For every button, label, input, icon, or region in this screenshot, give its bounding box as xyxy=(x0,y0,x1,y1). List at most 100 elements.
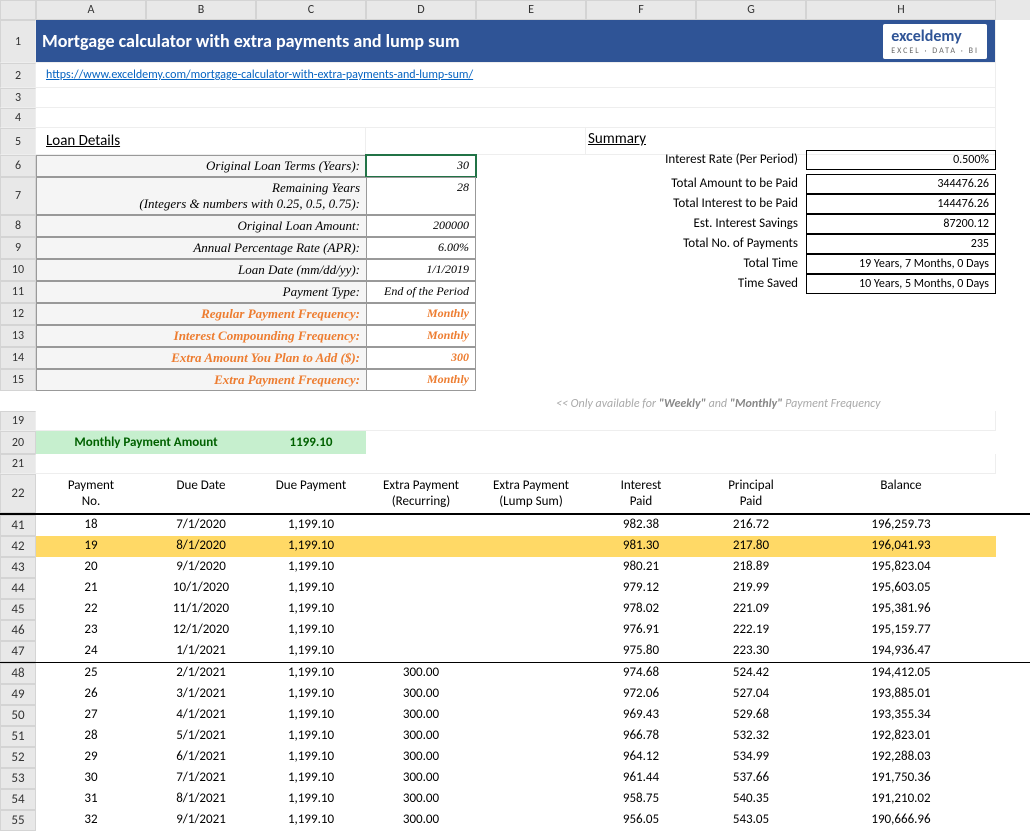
cell[interactable]: 976.91 xyxy=(586,620,696,641)
row-header[interactable]: 20 xyxy=(0,431,36,454)
cell[interactable]: 5/1/2021 xyxy=(146,726,256,747)
cell[interactable]: 24 xyxy=(36,641,146,662)
cell[interactable]: 9/1/2020 xyxy=(146,557,256,578)
cell[interactable] xyxy=(476,620,586,641)
cell[interactable]: 221.09 xyxy=(696,599,806,620)
cell[interactable] xyxy=(476,684,586,705)
cell[interactable] xyxy=(366,536,476,557)
cell[interactable] xyxy=(476,641,586,662)
cell[interactable]: 961.44 xyxy=(586,768,696,789)
cell[interactable]: 28 xyxy=(36,726,146,747)
cell[interactable]: 21 xyxy=(36,578,146,599)
cell[interactable]: 1,199.10 xyxy=(256,810,366,831)
row-header[interactable]: 43 xyxy=(0,557,36,578)
row-header[interactable]: 4 xyxy=(0,108,36,128)
loan-detail-value[interactable]: 200000 xyxy=(366,215,476,237)
cell[interactable]: 543.05 xyxy=(696,810,806,831)
row-header[interactable]: 45 xyxy=(0,599,36,620)
row-header[interactable]: 44 xyxy=(0,578,36,599)
loan-detail-value[interactable]: 1/1/2019 xyxy=(366,259,476,281)
cell[interactable]: 195,381.96 xyxy=(806,599,996,620)
cell[interactable] xyxy=(476,515,586,536)
row-header[interactable]: 21 xyxy=(0,454,36,474)
cell[interactable]: 1,199.10 xyxy=(256,684,366,705)
cell[interactable]: 980.21 xyxy=(586,557,696,578)
cell[interactable]: 31 xyxy=(36,789,146,810)
cell[interactable]: 3/1/2021 xyxy=(146,684,256,705)
cell[interactable] xyxy=(476,578,586,599)
schedule-row[interactable]: 42198/1/20201,199.10981.30217.80196,041.… xyxy=(0,536,1030,557)
loan-detail-value[interactable]: Monthly xyxy=(366,369,476,391)
cell[interactable]: 6/1/2021 xyxy=(146,747,256,768)
row-header[interactable]: 12 xyxy=(0,303,36,325)
col-header[interactable]: H xyxy=(806,0,996,20)
cell[interactable]: 216.72 xyxy=(696,515,806,536)
row-header[interactable]: 55 xyxy=(0,810,36,831)
row-header[interactable]: 42 xyxy=(0,536,36,557)
cell[interactable]: 10/1/2020 xyxy=(146,578,256,599)
row-header[interactable]: 3 xyxy=(0,88,36,108)
cell[interactable]: 1,199.10 xyxy=(256,599,366,620)
cell[interactable]: 192,288.03 xyxy=(806,747,996,768)
select-all-corner[interactable] xyxy=(0,0,36,20)
row-header[interactable]: 9 xyxy=(0,237,36,259)
cell[interactable]: 1,199.10 xyxy=(256,536,366,557)
cell[interactable]: 532.32 xyxy=(696,726,806,747)
loan-detail-value[interactable]: 30 xyxy=(366,155,476,177)
col-header[interactable]: E xyxy=(476,0,586,20)
cell[interactable]: 1,199.10 xyxy=(256,663,366,684)
cell[interactable]: 195,159.77 xyxy=(806,620,996,641)
cell[interactable] xyxy=(476,663,586,684)
cell[interactable]: 540.35 xyxy=(696,789,806,810)
cell[interactable]: 8/1/2020 xyxy=(146,536,256,557)
loan-detail-value[interactable]: End of the Period xyxy=(366,281,476,303)
cell[interactable]: 19 xyxy=(36,536,146,557)
cell[interactable]: 194,936.47 xyxy=(806,641,996,662)
row-header[interactable]: 10 xyxy=(0,259,36,281)
cell[interactable]: 300.00 xyxy=(366,768,476,789)
cell[interactable]: 1,199.10 xyxy=(256,768,366,789)
cell[interactable]: 969.43 xyxy=(586,705,696,726)
cell[interactable] xyxy=(476,599,586,620)
cell[interactable]: 1,199.10 xyxy=(256,557,366,578)
cell[interactable]: 537.66 xyxy=(696,768,806,789)
cell[interactable]: 7/1/2021 xyxy=(146,768,256,789)
cell[interactable]: 300.00 xyxy=(366,726,476,747)
cell[interactable] xyxy=(476,747,586,768)
cell[interactable]: 982.38 xyxy=(586,515,696,536)
row-header[interactable]: 50 xyxy=(0,705,36,726)
schedule-row[interactable]: 49263/1/20211,199.10300.00972.06527.0419… xyxy=(0,684,1030,705)
cell[interactable]: 978.02 xyxy=(586,599,696,620)
loan-detail-value[interactable]: Monthly xyxy=(366,325,476,347)
cell[interactable]: 1,199.10 xyxy=(256,578,366,599)
cell[interactable]: 1,199.10 xyxy=(256,641,366,662)
row-header[interactable]: 49 xyxy=(0,684,36,705)
cell[interactable]: 956.05 xyxy=(586,810,696,831)
row-header[interactable]: 5 xyxy=(0,128,36,155)
cell[interactable]: 981.30 xyxy=(586,536,696,557)
cell[interactable]: 9/1/2021 xyxy=(146,810,256,831)
cell[interactable]: 11/1/2020 xyxy=(146,599,256,620)
schedule-row[interactable]: 55329/1/20211,199.10300.00956.05543.0519… xyxy=(0,810,1030,831)
loan-detail-value[interactable]: 28 xyxy=(366,177,476,215)
cell[interactable] xyxy=(366,599,476,620)
cell[interactable]: 1,199.10 xyxy=(256,747,366,768)
schedule-row[interactable]: 462312/1/20201,199.10976.91222.19195,159… xyxy=(0,620,1030,641)
schedule-row[interactable]: 41187/1/20201,199.10982.38216.72196,259.… xyxy=(0,515,1030,536)
cell[interactable]: 8/1/2021 xyxy=(146,789,256,810)
cell[interactable]: 300.00 xyxy=(366,705,476,726)
cell[interactable]: 218.89 xyxy=(696,557,806,578)
cell[interactable]: 1,199.10 xyxy=(256,789,366,810)
row-header[interactable]: 8 xyxy=(0,215,36,237)
cell[interactable]: 195,823.04 xyxy=(806,557,996,578)
cell[interactable]: 219.99 xyxy=(696,578,806,599)
cell[interactable] xyxy=(366,620,476,641)
row-header[interactable]: 47 xyxy=(0,641,36,662)
cell[interactable]: 27 xyxy=(36,705,146,726)
cell[interactable]: 192,823.01 xyxy=(806,726,996,747)
cell[interactable]: 534.99 xyxy=(696,747,806,768)
cell[interactable]: 1,199.10 xyxy=(256,705,366,726)
cell[interactable]: 30 xyxy=(36,768,146,789)
cell[interactable]: 300.00 xyxy=(366,810,476,831)
cell[interactable]: 193,885.01 xyxy=(806,684,996,705)
